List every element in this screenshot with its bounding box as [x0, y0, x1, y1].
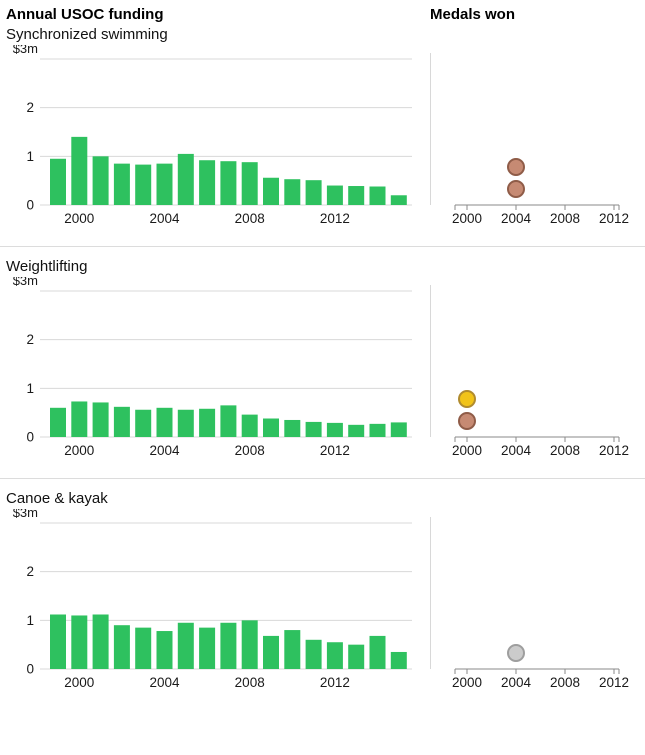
- medals-scatter-synchronized-swimming: 2000 2004 2008 2012: [430, 53, 629, 226]
- funding-bar-chart-weightlifting: 2 1 0 $3m 2000 2004 2008 2012: [13, 277, 412, 458]
- svg-text:2012: 2012: [599, 211, 629, 226]
- medals-scatter-canoe-kayak: 2000 2004 2008 2012: [430, 517, 629, 690]
- svg-text:2000: 2000: [64, 675, 94, 690]
- svg-text:2: 2: [26, 100, 34, 115]
- svg-text:0: 0: [26, 198, 34, 213]
- svg-text:0: 0: [26, 430, 34, 445]
- svg-text:1: 1: [26, 613, 34, 628]
- svg-text:2008: 2008: [550, 675, 580, 690]
- svg-text:1: 1: [26, 381, 34, 396]
- row-synchronized-swimming: Synchronized swimming 2 1 0 $3m 2000 2004 2008…: [0, 26, 645, 233]
- svg-text:1: 1: [26, 149, 34, 164]
- svg-text:2012: 2012: [599, 443, 629, 458]
- svg-text:2000: 2000: [64, 211, 94, 226]
- charts-synchronized-swimming: 2 1 0 $3m 2000 2004 2008 2012 2000 2004 2008 2012: [0, 45, 645, 233]
- svg-text:2012: 2012: [599, 675, 629, 690]
- svg-text:2004: 2004: [149, 211, 180, 226]
- medals-column-title: Medals won: [430, 6, 516, 23]
- svg-text:2008: 2008: [235, 443, 265, 458]
- svg-text:2004: 2004: [149, 675, 180, 690]
- svg-text:2008: 2008: [235, 675, 265, 690]
- svg-text:2000: 2000: [452, 443, 482, 458]
- charts-weightlifting: 2 1 0 $3m 2000 2004 2008 2012 2000 2004 2008 2012: [0, 277, 645, 465]
- svg-text:2000: 2000: [452, 211, 482, 226]
- charts-canoe-kayak: 2 1 0 $3m 2000 2004 2008 2012 2000 2004 2008 2012: [0, 509, 645, 697]
- svg-text:2: 2: [26, 564, 34, 579]
- svg-text:2008: 2008: [235, 211, 265, 226]
- svg-text:2000: 2000: [64, 443, 94, 458]
- sport-title-synchronized-swimming: Synchronized swimming: [6, 26, 168, 43]
- sport-title-canoe-kayak: Canoe & kayak: [6, 490, 108, 507]
- svg-text:2000: 2000: [452, 675, 482, 690]
- funding-bar-chart-synchronized-swimming: 2 1 0 $3m 2000 2004 2008 2012: [13, 45, 412, 226]
- svg-text:2: 2: [26, 332, 34, 347]
- svg-text:2004: 2004: [501, 443, 532, 458]
- svg-text:$3m: $3m: [13, 509, 38, 520]
- column-headers: Annual USOC funding Medals won: [0, 2, 645, 23]
- row-divider: [0, 478, 645, 479]
- svg-text:2012: 2012: [320, 211, 350, 226]
- svg-text:2012: 2012: [320, 443, 350, 458]
- sport-title-weightlifting: Weightlifting: [6, 258, 88, 275]
- svg-text:0: 0: [26, 662, 34, 677]
- medals-scatter-weightlifting: 2000 2004 2008 2012: [430, 285, 629, 458]
- svg-text:2012: 2012: [320, 675, 350, 690]
- svg-text:2004: 2004: [149, 443, 180, 458]
- svg-text:2004: 2004: [501, 675, 532, 690]
- svg-text:2004: 2004: [501, 211, 532, 226]
- funding-bar-chart-canoe-kayak: 2 1 0 $3m 2000 2004 2008 2012: [13, 509, 412, 690]
- row-weightlifting: Weightlifting 2 1 0 $3m 2000 2004 2008 2012 200…: [0, 258, 645, 465]
- svg-text:$3m: $3m: [13, 277, 38, 288]
- funding-column-title: Annual USOC funding: [6, 6, 164, 23]
- row-canoe-kayak: Canoe & kayak 2 1 0 $3m 2000 2004 2008 2012 200…: [0, 490, 645, 697]
- svg-text:2008: 2008: [550, 443, 580, 458]
- row-divider: [0, 246, 645, 247]
- svg-text:2008: 2008: [550, 211, 580, 226]
- svg-text:$3m: $3m: [13, 45, 38, 56]
